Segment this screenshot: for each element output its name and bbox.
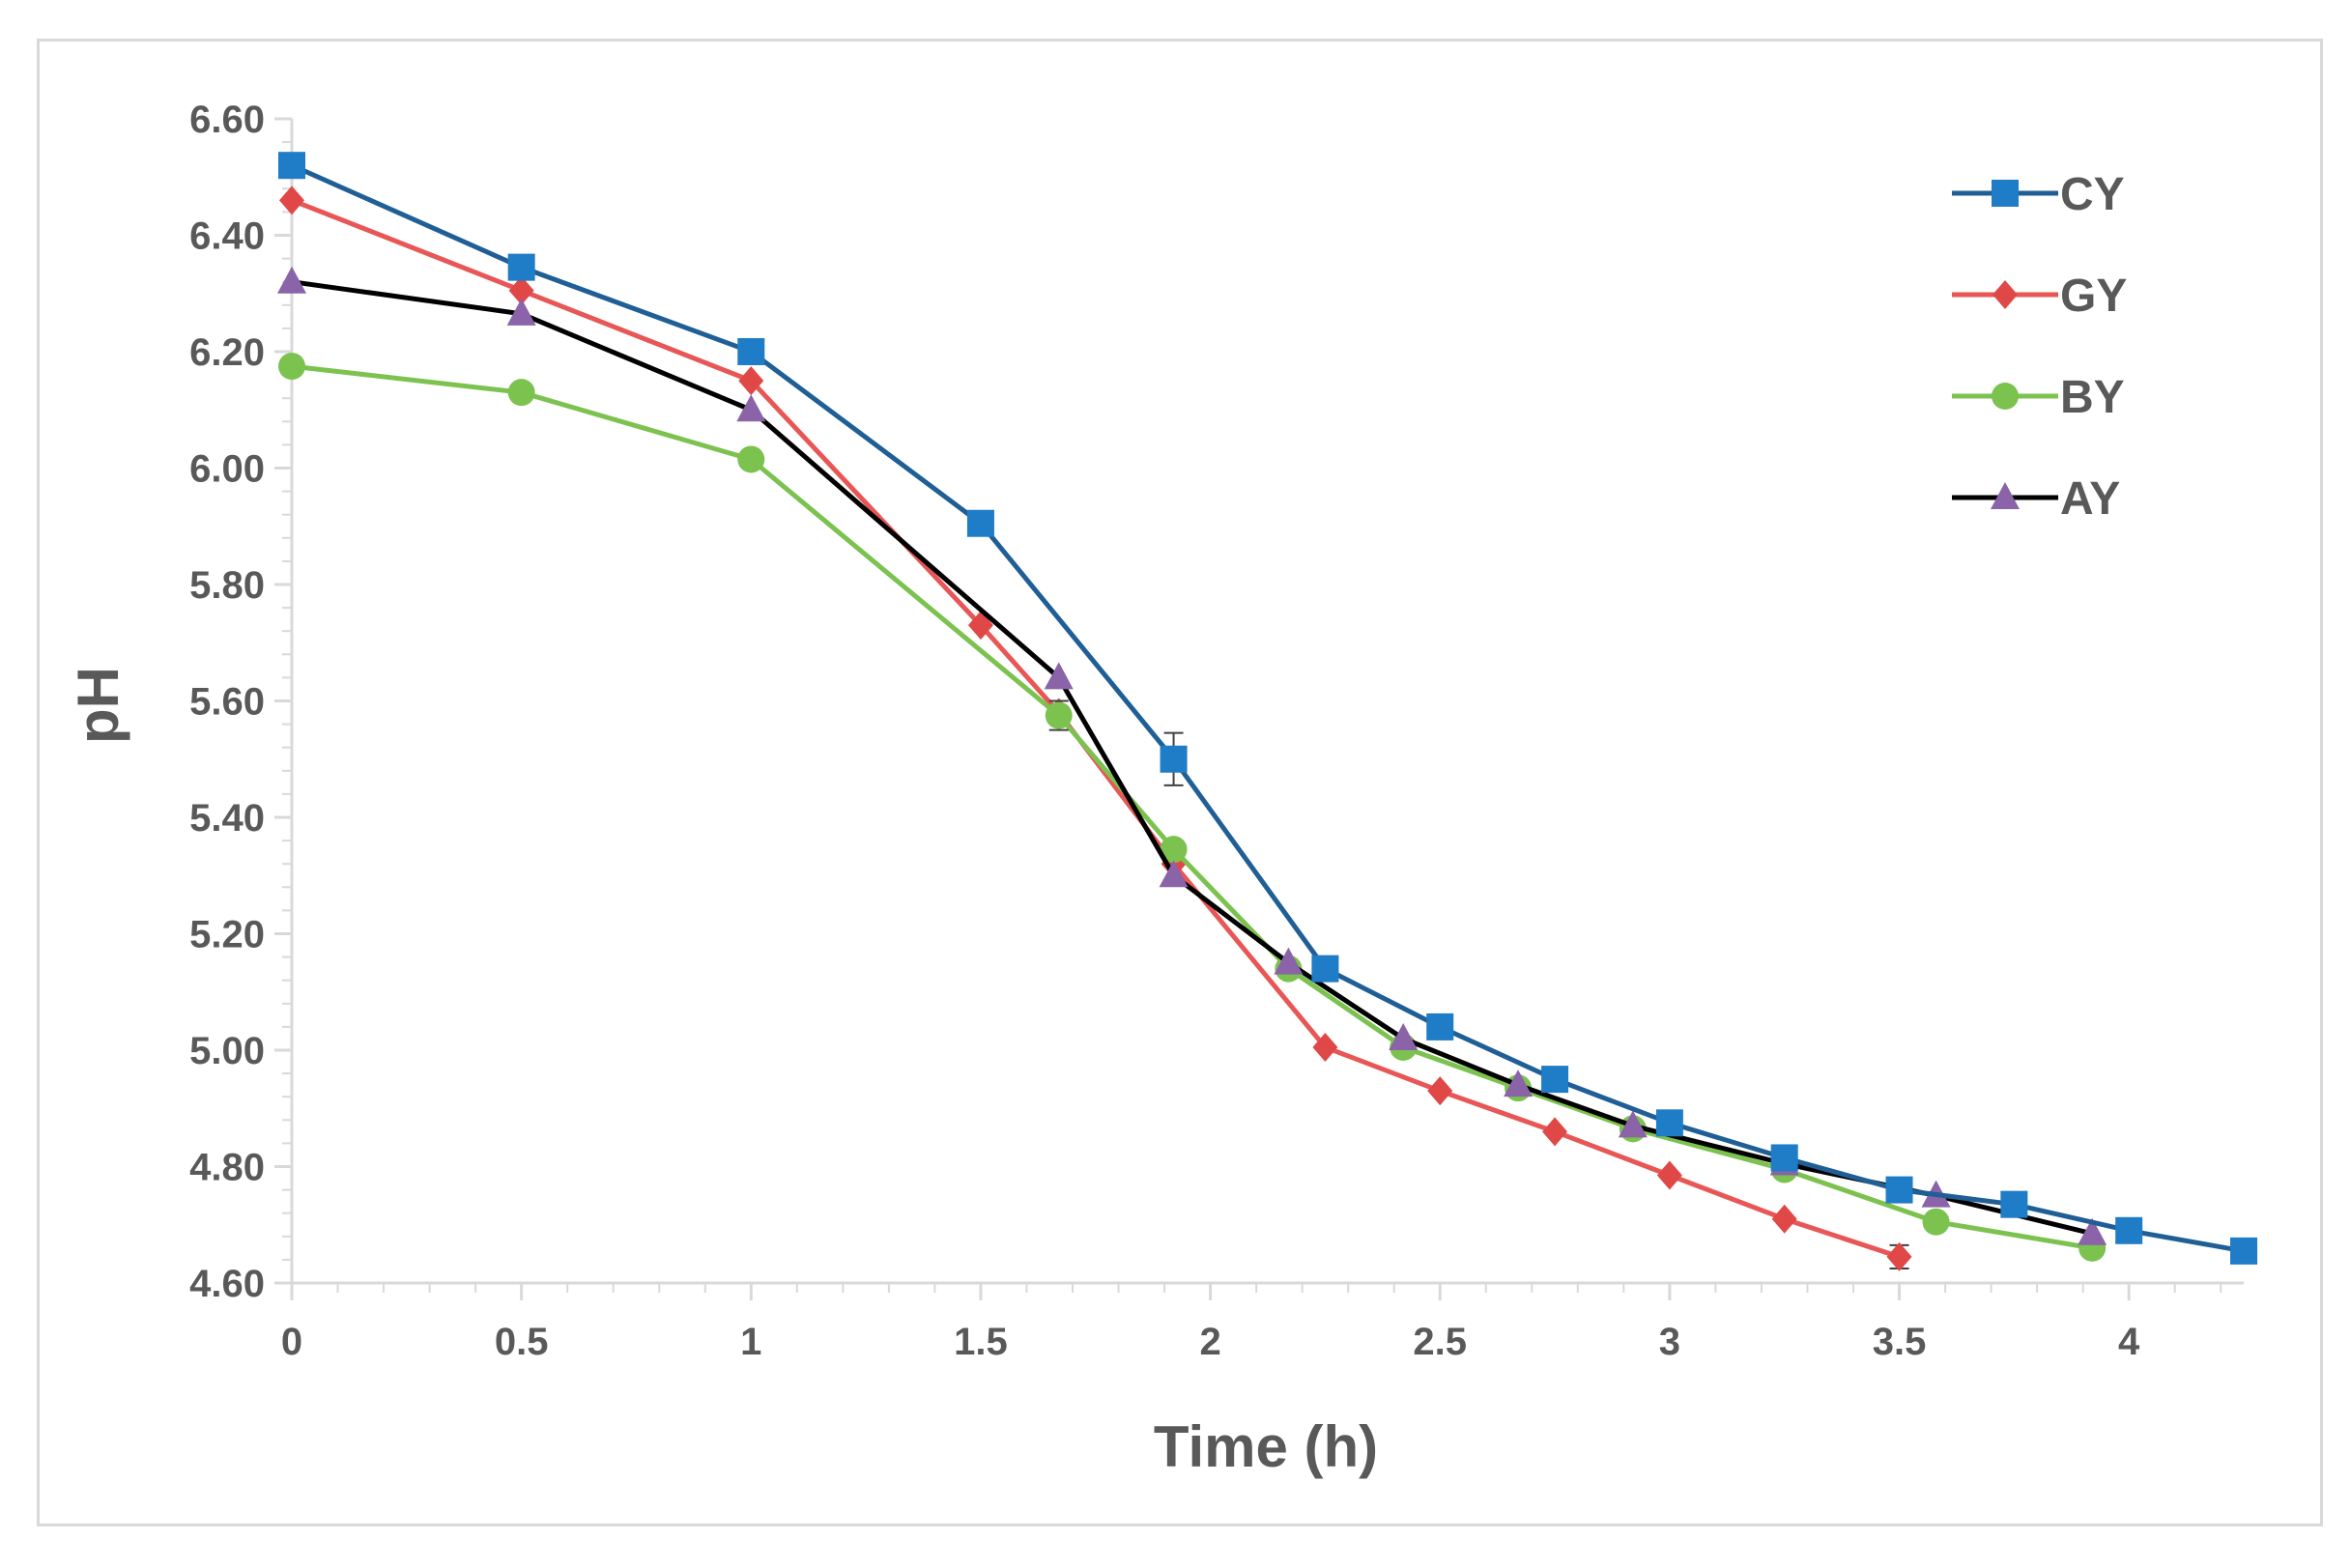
data-point-gy	[1427, 1076, 1453, 1106]
y-tick-label: 5.60	[189, 681, 265, 724]
y-tick-label: 5.20	[189, 914, 265, 956]
x-tick-label: 3.5	[1873, 1321, 1927, 1363]
data-point-gy	[738, 366, 764, 396]
x-tick-label: 3	[1659, 1321, 1680, 1363]
legend: CY GY BY AY	[1952, 169, 2127, 525]
data-point-ay	[1618, 1110, 1648, 1138]
data-point-cy	[1885, 1176, 1913, 1204]
data-point-by	[1045, 701, 1073, 729]
legend-marker-by	[1992, 383, 2019, 410]
data-point-ay	[1044, 662, 1074, 690]
legend-entry-cy: CY	[1952, 169, 2125, 220]
data-point-ay	[506, 298, 536, 326]
x-tick-label: 2.5	[1413, 1321, 1467, 1363]
series-line-by	[291, 363, 2093, 1251]
x-tick-label: 1.5	[954, 1321, 1008, 1363]
legend-label-cy: CY	[2060, 169, 2125, 220]
x-tick-label: 0.5	[495, 1321, 549, 1363]
x-tick-label: 1	[740, 1321, 761, 1363]
data-point-ay	[1159, 860, 1189, 888]
series-layer	[277, 152, 2257, 1271]
data-point-ay	[1504, 1069, 1534, 1098]
x-tick-label: 2	[1199, 1321, 1220, 1363]
data-point-gy	[1656, 1160, 1682, 1190]
data-point-cy	[1770, 1144, 1798, 1172]
data-point-cy	[1160, 745, 1188, 773]
data-point-cy	[1655, 1109, 1683, 1137]
data-point-ay	[1274, 947, 1304, 975]
data-point-cy	[966, 509, 994, 537]
data-point-ay	[1389, 1022, 1419, 1050]
data-point-cy	[737, 338, 765, 365]
data-point-cy	[1541, 1066, 1569, 1094]
series-line-gy	[291, 197, 1901, 1260]
data-point-ay	[277, 266, 306, 294]
data-point-by	[278, 353, 305, 381]
legend-label-ay: AY	[2060, 473, 2120, 525]
data-point-gy	[1771, 1204, 1797, 1234]
legend-marker-cy	[1992, 180, 2019, 207]
legend-entry-by: BY	[1952, 372, 2125, 423]
data-point-cy	[278, 152, 305, 180]
chart-frame	[37, 39, 2323, 1526]
y-tick-label: 6.00	[189, 448, 265, 491]
data-point-gy	[1886, 1241, 1912, 1271]
y-axis-title: pH	[66, 667, 130, 744]
y-tick-label: 6.40	[189, 215, 265, 258]
data-point-cy	[2230, 1237, 2257, 1265]
series-cy	[278, 152, 2257, 1265]
legend-label-by: BY	[2060, 372, 2125, 423]
y-tick-label: 4.60	[189, 1263, 265, 1305]
y-tick-label: 4.80	[189, 1147, 265, 1189]
legend-entry-gy: GY	[1952, 271, 2127, 322]
x-axis-title: Time (h)	[1154, 1414, 1378, 1479]
data-point-ay	[2078, 1217, 2107, 1245]
series-ay	[277, 266, 2107, 1245]
data-point-gy	[279, 185, 304, 215]
data-point-cy	[2115, 1216, 2143, 1244]
data-point-cy	[507, 253, 535, 281]
data-point-cy	[1426, 1012, 1454, 1041]
y-tick-label: 5.80	[189, 564, 265, 607]
series-by	[278, 353, 2107, 1262]
data-point-by	[1160, 836, 1188, 864]
series-line-cy	[290, 162, 2245, 1254]
data-point-cy	[2000, 1190, 2028, 1218]
data-point-gy	[1312, 1032, 1338, 1062]
y-tick-label: 6.60	[189, 99, 265, 141]
legend-marker-gy	[1993, 280, 2018, 309]
legend-marker-ay	[1991, 482, 2020, 509]
legend-label-gy: GY	[2060, 271, 2127, 322]
x-tick-label: 0	[281, 1321, 302, 1363]
data-point-gy	[508, 275, 534, 305]
y-tick-label: 5.40	[189, 797, 265, 840]
y-tick-label: 5.00	[189, 1030, 265, 1072]
data-point-gy	[1542, 1117, 1568, 1147]
series-line-ay	[291, 279, 2093, 1237]
series-gy	[279, 185, 1912, 1271]
data-point-cy	[1311, 955, 1339, 983]
data-point-by	[737, 445, 765, 473]
data-point-by	[507, 379, 535, 407]
legend-entry-ay: AY	[1952, 473, 2120, 525]
x-tick-label: 4	[2118, 1321, 2140, 1363]
data-point-ay	[736, 394, 766, 422]
data-point-by	[1922, 1208, 1950, 1236]
y-tick-label: 6.20	[189, 331, 265, 374]
axes: 4.60 4.80 5.00 5.20 5.40 5.60 5.80 6.00 6.20 6.40…	[189, 99, 2244, 1363]
